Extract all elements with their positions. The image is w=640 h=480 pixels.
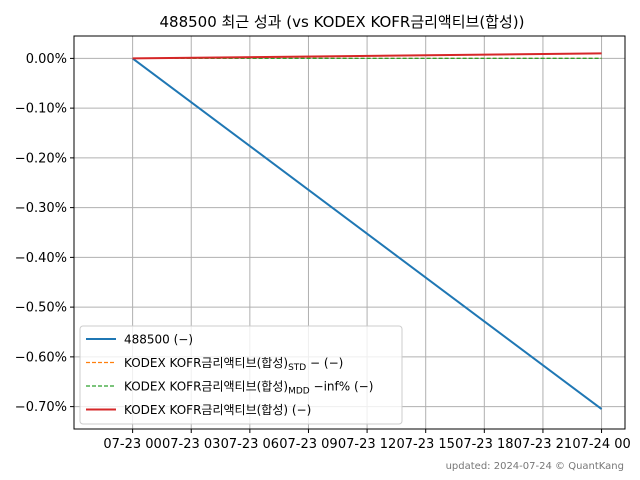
legend-text-main: 488500 (−) bbox=[124, 333, 193, 347]
y-tick-label: 0.00% bbox=[26, 52, 67, 67]
legend-label-3: KODEX KOFR금리액티브(합성)MDD −inf% (−) bbox=[124, 380, 373, 397]
legend-text-suffix: −inf% (−) bbox=[310, 380, 374, 394]
legend-text-main: KODEX KOFR금리액티브(합성) bbox=[124, 380, 288, 394]
y-axis-ticks: 0.00% −0.10% −0.20% −0.30% −0.40% −0.50% −0.60… bbox=[15, 52, 74, 415]
x-tick-label: 07-23 09 bbox=[279, 437, 337, 452]
y-tick-label: −0.60% bbox=[15, 350, 67, 365]
x-tick-label: 07-23 06 bbox=[221, 437, 279, 452]
legend-text-main: KODEX KOFR금리액티브(합성) (−) bbox=[124, 403, 311, 417]
plot-frame bbox=[73, 35, 626, 430]
x-tick-label: 07-23 03 bbox=[162, 437, 220, 452]
series-line-1 bbox=[132, 57, 603, 410]
legend-label-1: 488500 (−) bbox=[124, 333, 193, 347]
y-tick-label: −0.50% bbox=[15, 301, 67, 316]
legend-text-subscript: STD bbox=[288, 363, 306, 373]
footer-credit: updated: 2024-07-24 © QuantKang bbox=[446, 461, 624, 472]
x-tick-label: 07-24 00 bbox=[572, 437, 630, 452]
x-axis-ticks: 07-23 00 07-23 03 07-23 06 07-23 09 07-23 12… bbox=[103, 429, 631, 452]
legend-text-suffix: − (−) bbox=[306, 356, 343, 370]
x-tick-label: 07-23 12 bbox=[338, 437, 396, 452]
y-tick-label: −0.70% bbox=[15, 400, 67, 415]
x-tick-label: 07-23 18 bbox=[455, 437, 513, 452]
x-tick-label: 07-23 15 bbox=[396, 437, 454, 452]
x-tick-label: 07-23 00 bbox=[103, 437, 161, 452]
legend-box bbox=[79, 325, 403, 425]
y-tick-label: −0.20% bbox=[15, 151, 67, 166]
y-tick-label: −0.40% bbox=[15, 251, 67, 266]
y-tick-label: −0.30% bbox=[15, 201, 67, 216]
series-lines bbox=[132, 52, 603, 410]
chart-title: 488500 최근 성과 (vs KODEX KOFR금리액티브(합성)) bbox=[159, 13, 524, 31]
legend-label-4: KODEX KOFR금리액티브(합성) (−) bbox=[124, 403, 311, 417]
legend-text-main: KODEX KOFR금리액티브(합성) bbox=[124, 356, 288, 370]
legend-text-subscript: MDD bbox=[288, 387, 310, 397]
y-tick-label: −0.10% bbox=[15, 102, 67, 117]
x-tick-label: 07-23 21 bbox=[514, 437, 572, 452]
legend-label-2: KODEX KOFR금리액티브(합성)STD − (−) bbox=[124, 356, 343, 373]
legend: 488500 (−)KODEX KOFR금리액티브(합성)STD − (−)KO… bbox=[79, 325, 403, 425]
series-line-4 bbox=[132, 52, 602, 60]
